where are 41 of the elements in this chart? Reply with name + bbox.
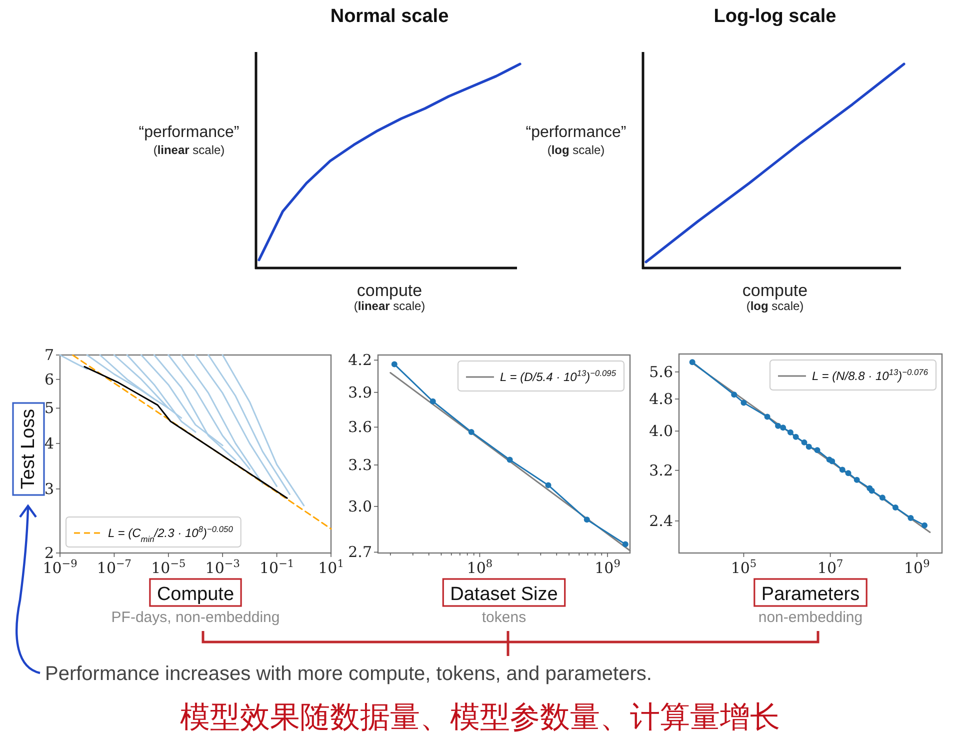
y-tick-label: 3.3 [348, 456, 372, 474]
x-axis-title: compute (linear scale) [354, 281, 426, 313]
y-tick-label: 2.7 [348, 543, 372, 562]
y-axis-title: “performance” (linear scale) [138, 124, 240, 157]
x-tick-label: 10$^{−3}$ [205, 558, 240, 577]
x-axis-title: Parameters non-embedding [758, 584, 863, 626]
x-tick-label: 10$^{−7}$ [96, 558, 132, 577]
y-tick-label: 5.6 [649, 362, 673, 381]
x-axis-title: Compute PF-days, non-embedding [111, 584, 280, 626]
y-tick-label: 4.0 [649, 422, 673, 440]
x-tick-label: 10$^{8}$ [466, 558, 493, 577]
y-axis-title: “performance” (log scale) [526, 124, 626, 157]
y-tick-label: 5 [44, 399, 54, 418]
legend-label: L = (D/5.4 · 10$^{13}$)$^{−0.095}$ [500, 368, 616, 384]
y-tick-label: 2.4 [649, 512, 673, 530]
y-tick-label: 6 [44, 370, 54, 388]
x-axis-title: compute (log scale) [742, 281, 808, 313]
x-tick-label: 10$^{1}$ [318, 558, 344, 577]
x-tick-label: 10$^{9}$ [904, 558, 930, 577]
y-tick-label: 4.2 [348, 351, 372, 370]
x-tick-label: 10$^{−5}$ [151, 558, 186, 577]
legend-label: L = (N/8.8 · 10$^{13}$)$^{−0.076}$ [812, 367, 928, 383]
legend-label: L = (C$_{min}$/2.3 · 10$^{8}$)$^{−0.050}$ [108, 524, 234, 544]
y-tick-label: 7 [44, 346, 54, 364]
y-tick-label: 3.9 [348, 383, 372, 402]
text: Performance increases with more compute, tokens, and parameters. [45, 663, 652, 685]
x-tick-label: 10$^{9}$ [594, 558, 620, 577]
chart-title: Normal scale [330, 6, 449, 27]
y-tick-label: 3.6 [348, 418, 372, 436]
chart-title: Log-log scale [714, 6, 836, 27]
y-tick-label: 3.2 [649, 461, 673, 480]
x-tick-label: 10$^{5}$ [730, 558, 757, 577]
text: 模型效果随数据量、模型参数量、计算量增长 [180, 701, 780, 734]
x-tick-label: 10$^{−1}$ [260, 558, 294, 577]
x-tick-label: 10$^{7}$ [817, 558, 844, 577]
y-tick-label: 3 [44, 480, 54, 498]
y-axis-title: Test Loss [18, 408, 39, 490]
y-tick-label: 4.8 [649, 390, 673, 408]
y-tick-label: 4 [44, 434, 54, 452]
y-tick-label: 3.0 [348, 497, 372, 516]
x-axis-title: Dataset Size tokens [450, 584, 558, 626]
